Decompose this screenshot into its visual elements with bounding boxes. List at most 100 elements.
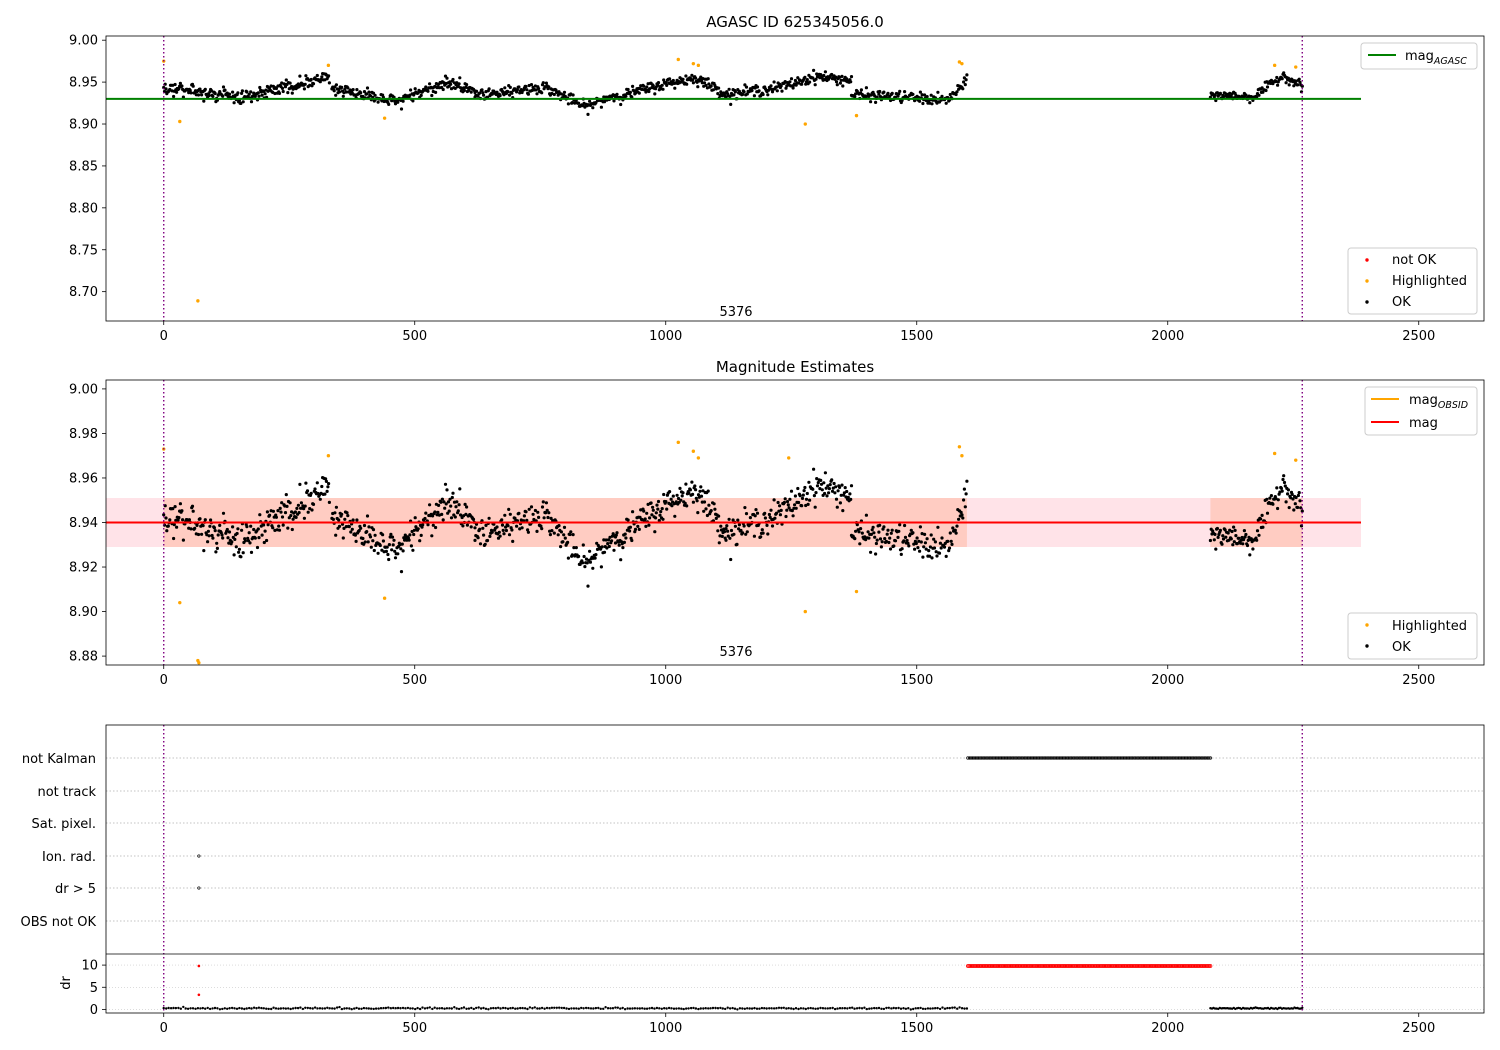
flag-point [1063, 756, 1068, 760]
dr-point [387, 1006, 390, 1009]
dr-point [482, 1006, 485, 1010]
ok-point [1224, 535, 1228, 539]
ok-point [820, 488, 824, 492]
dr-point-flagged [1011, 964, 1015, 968]
ok-point [737, 523, 742, 527]
dr-point-flagged [1091, 964, 1096, 968]
ok-point [664, 500, 668, 504]
legend-subscript: AGASC [1433, 56, 1467, 67]
ok-point [405, 538, 409, 542]
ok-point [849, 75, 854, 79]
ok-point [1294, 495, 1298, 500]
ok-point [954, 92, 958, 97]
ok-point [411, 548, 415, 552]
ok-point [162, 513, 166, 517]
ok-point [631, 510, 635, 514]
dr-point-flagged [1018, 964, 1023, 968]
flag-point [1047, 756, 1051, 760]
flag-point [1083, 756, 1088, 760]
ok-point [458, 487, 462, 491]
ok-point [311, 82, 316, 86]
ok-point [744, 85, 749, 89]
ok-point [1255, 529, 1260, 533]
y-tick-label: 0 [90, 1003, 98, 1018]
dr-point-flagged [1036, 964, 1041, 968]
flag-point [981, 756, 985, 760]
ok-point [507, 533, 512, 537]
x-tick-label: 0 [160, 1021, 168, 1036]
ok-point [944, 101, 948, 105]
ok-point [461, 524, 465, 528]
dr-point [291, 1007, 295, 1010]
ok-point [359, 526, 363, 530]
ok-point [1265, 511, 1270, 515]
dr-point [433, 1006, 436, 1009]
dr-point-flagged [1008, 964, 1013, 968]
ok-point [503, 86, 507, 90]
ok-point [341, 536, 345, 540]
ok-point [765, 523, 769, 528]
ok-point [743, 83, 747, 87]
ok-point [189, 91, 193, 95]
dr-point [768, 1007, 771, 1010]
dr-point-flagged [1039, 964, 1043, 968]
ok-point [937, 551, 942, 555]
flag-point [1059, 756, 1063, 760]
ok-point [811, 487, 815, 491]
dr-point-flagged [1176, 964, 1181, 968]
y-tick-label: 8.95 [69, 76, 98, 91]
y-ticks: 8.708.758.808.858.908.959.00 [69, 34, 106, 300]
ok-point [213, 529, 217, 533]
ok-point [569, 530, 573, 534]
ok-point [911, 92, 915, 96]
ok-point [1286, 76, 1290, 80]
ok-point [846, 495, 850, 499]
flag-gridlines [106, 757, 1484, 922]
dr-point [526, 1007, 529, 1011]
dr-point [926, 1007, 930, 1010]
ok-point [882, 90, 886, 94]
ok-point [834, 497, 839, 501]
ok-point [210, 533, 214, 538]
dr-point [865, 1007, 868, 1011]
ok-point [522, 514, 527, 518]
ok-point [1298, 80, 1302, 84]
ok-point [286, 526, 290, 530]
dr-point [475, 1006, 478, 1010]
dr-point [809, 1006, 812, 1010]
ok-point [552, 92, 556, 97]
ok-point [529, 83, 534, 87]
dr-point [912, 1007, 915, 1011]
ok-point [455, 500, 459, 504]
ok-point [1290, 492, 1294, 496]
dr-point [350, 1008, 353, 1011]
highlighted-points [162, 440, 1298, 665]
dr-point-flagged [1207, 964, 1212, 968]
dr-point-flagged [1070, 964, 1075, 968]
dr-point [794, 1007, 798, 1010]
ok-point [500, 518, 504, 522]
ok-point [1259, 517, 1263, 521]
highlighted-point [382, 596, 387, 600]
ok-point [614, 533, 618, 537]
ok-point [670, 504, 674, 508]
dr-point [846, 1007, 849, 1010]
ok-point [498, 94, 502, 98]
flag-point [1098, 756, 1103, 760]
ok-point [315, 73, 319, 78]
ok-point [497, 530, 501, 534]
ok-point [288, 501, 292, 505]
dr-point [309, 1007, 312, 1010]
dr-point [958, 1006, 961, 1009]
ok-point [671, 78, 675, 83]
ok-point [365, 92, 369, 96]
dr-point [460, 1007, 463, 1010]
ok-point [305, 489, 310, 493]
dr-point-flagged [1158, 964, 1163, 968]
dr-point-flagged [981, 964, 986, 968]
x-ticks: 0 500 1000 1500 2000 2500 [160, 321, 1435, 344]
ok-point [280, 501, 284, 505]
ok-point [888, 536, 892, 540]
ok-point [918, 99, 922, 103]
ok-point [193, 526, 197, 530]
